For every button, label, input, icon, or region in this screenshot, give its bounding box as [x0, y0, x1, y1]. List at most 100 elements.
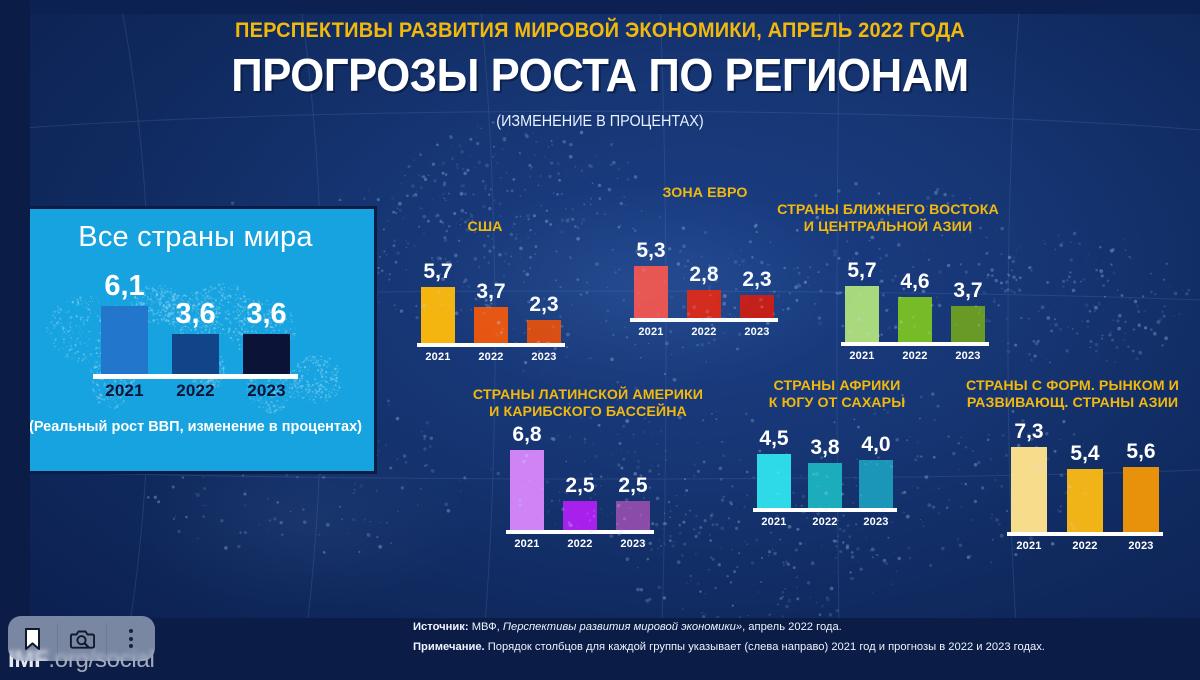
axis-tick-label: 2022 — [902, 350, 928, 362]
page-title: ПРОГРОЗЫ РОСТА ПО РЕГИОНАМ — [231, 49, 969, 101]
axis-tick-labels: 2021 2022 2023 — [1011, 540, 1159, 552]
bottom-edge-band — [0, 618, 1200, 680]
axis-tick-label: 2022 — [567, 538, 593, 550]
chart-world: 6,1 3,6 3,6 2021 2022 2023 — [17, 256, 374, 408]
axis-tick-labels: 2021 2022 2023 — [757, 516, 893, 528]
axis-tick-label: 2021 — [761, 516, 787, 528]
world-panel-note: (Реальный рост ВВП, изменение в процента… — [29, 419, 362, 435]
bar-value-label: 3,6 — [175, 298, 216, 330]
bar-value-label: 4,5 — [759, 427, 789, 450]
region-title-ssa: СТРАНЫ АФРИКИ К ЮГУ ОТ САХАРЫ — [768, 378, 906, 412]
axis-tick-label: 2023 — [247, 381, 286, 400]
more-vertical-icon — [128, 629, 133, 648]
footer-note-text: Порядок столбцов для каждой группы указы… — [484, 641, 1045, 654]
footer-source-italic: Перспективы развития мировой экономики» — [502, 620, 743, 633]
bar-value-label: 3,8 — [810, 436, 840, 459]
region-title-euro: ЗОНА ЕВРО — [662, 185, 748, 201]
axis-tick-labels: 2021 2022 2023 — [510, 538, 650, 550]
region-title-mena: СТРАНЫ БЛИЖНЕГО ВОСТОКА И ЦЕНТРАЛЬНОЙ АЗ… — [777, 202, 999, 236]
axis-tick-label: 2021 — [1016, 540, 1042, 552]
footer-source-a: МВФ, — [468, 620, 503, 633]
bar-column: 5,6 — [1123, 441, 1159, 532]
axis-tick-label: 2022 — [176, 381, 215, 400]
bar-group: 7,3 5,4 5,6 — [1011, 421, 1159, 532]
bar-value-label: 6,1 — [104, 270, 145, 302]
bar-column: 3,6 — [172, 300, 219, 375]
bar-value-label: 7,3 — [1014, 420, 1044, 443]
left-edge-band — [0, 0, 30, 680]
bar — [510, 450, 544, 530]
bar-value-label: 2,5 — [565, 474, 595, 497]
bar — [101, 306, 148, 375]
bar-column: 3,7 — [951, 280, 985, 342]
axis-tick-label: 2023 — [863, 516, 889, 528]
axis-baseline — [841, 342, 989, 346]
lens-search-icon — [69, 630, 95, 649]
page-subtitle: (ИЗМЕНЕНИЕ В ПРОЦЕНТАХ) — [496, 112, 704, 130]
bar-value-label: 5,6 — [1126, 440, 1156, 463]
bar — [243, 334, 290, 375]
bar-column: 2,5 — [616, 475, 650, 530]
bar-column: 4,6 — [898, 271, 932, 342]
region-title-latam: СТРАНЫ ЛАТИНСКОЙ АМЕРИКИ И КАРИБСКОГО БА… — [472, 387, 704, 421]
world-panel: Все страны мира 6,1 3,6 3,6 2021 2022 2023 (Р… — [17, 209, 374, 471]
bar — [757, 454, 791, 508]
more-options-button[interactable] — [106, 616, 155, 661]
axis-tick-label: 2023 — [955, 350, 981, 362]
bar-group: 6,1 3,6 3,6 — [101, 272, 290, 375]
bookmark-button[interactable] — [8, 616, 57, 661]
footer-notes: Источник: МВФ, Перспективы развития миро… — [413, 617, 1045, 658]
axis-tick-label: 2021 — [105, 381, 144, 400]
axis-baseline — [1007, 532, 1163, 536]
top-edge-band — [0, 0, 1200, 14]
bar — [1011, 447, 1047, 532]
bar — [172, 334, 219, 375]
region-title-usa: США — [467, 219, 503, 235]
axis-tick-labels: 2021 2022 2023 — [101, 381, 290, 401]
bar-group: 4,5 3,8 4,0 — [757, 428, 893, 508]
world-panel-title: Все страны мира — [78, 221, 313, 253]
bar-value-label: 4,0 — [861, 433, 891, 456]
bar-column: 3,6 — [243, 300, 290, 375]
floating-action-toolbar[interactable] — [8, 616, 155, 661]
axis-tick-label: 2021 — [849, 350, 875, 362]
axis-tick-labels: 2021 2022 2023 — [845, 350, 985, 362]
bar — [563, 501, 597, 530]
bar — [808, 463, 842, 508]
axis-tick-label: 2022 — [1072, 540, 1098, 552]
bar-value-label: 3,6 — [246, 298, 287, 330]
bar-column: 4,0 — [859, 434, 893, 508]
axis-baseline — [506, 530, 654, 534]
bar-column: 5,4 — [1067, 443, 1103, 532]
chart-ssa: 4,5 3,8 4,0 2021 2022 2023 — [753, 418, 897, 530]
footer-source-line: Источник: МВФ, Перспективы развития миро… — [413, 617, 1045, 638]
axis-tick-label: 2023 — [1128, 540, 1154, 552]
bar — [616, 501, 650, 530]
bar — [1123, 467, 1159, 532]
axis-baseline — [93, 374, 298, 379]
bar — [951, 306, 985, 342]
axis-tick-label: 2023 — [620, 538, 646, 550]
lens-search-button[interactable] — [57, 616, 106, 661]
axis-tick-label: 2021 — [425, 351, 451, 363]
axis-tick-label: 2021 — [514, 538, 540, 550]
bookmark-icon — [25, 627, 40, 650]
kicker-text: ПЕРСПЕКТИВЫ РАЗВИТИЯ МИРОВОЙ ЭКОНОМИКИ, … — [235, 18, 965, 42]
footer-source-label: Источник: — [413, 620, 469, 633]
bar — [898, 297, 932, 342]
chart-asia: 7,3 5,4 5,6 2021 2022 2023 — [1007, 418, 1163, 554]
axis-tick-label: 2022 — [812, 516, 838, 528]
bar-value-label: 4,6 — [900, 270, 930, 293]
bar-column: 4,5 — [757, 428, 791, 508]
chart-mena: 5,7 4,6 3,7 2021 2022 2023 — [840, 242, 990, 364]
bar-column: 2,5 — [563, 475, 597, 530]
bar-column: 6,8 — [510, 424, 544, 530]
header-block: ПЕРСПЕКТИВЫ РАЗВИТИЯ МИРОВОЙ ЭКОНОМИКИ, … — [0, 18, 1200, 131]
axis-baseline — [753, 508, 897, 512]
bar-column: 7,3 — [1011, 421, 1047, 532]
bar-group: 6,8 2,5 2,5 — [510, 424, 650, 530]
bar-value-label: 3,7 — [953, 279, 983, 302]
footer-source-b: , апрель 2022 года. — [742, 620, 842, 633]
